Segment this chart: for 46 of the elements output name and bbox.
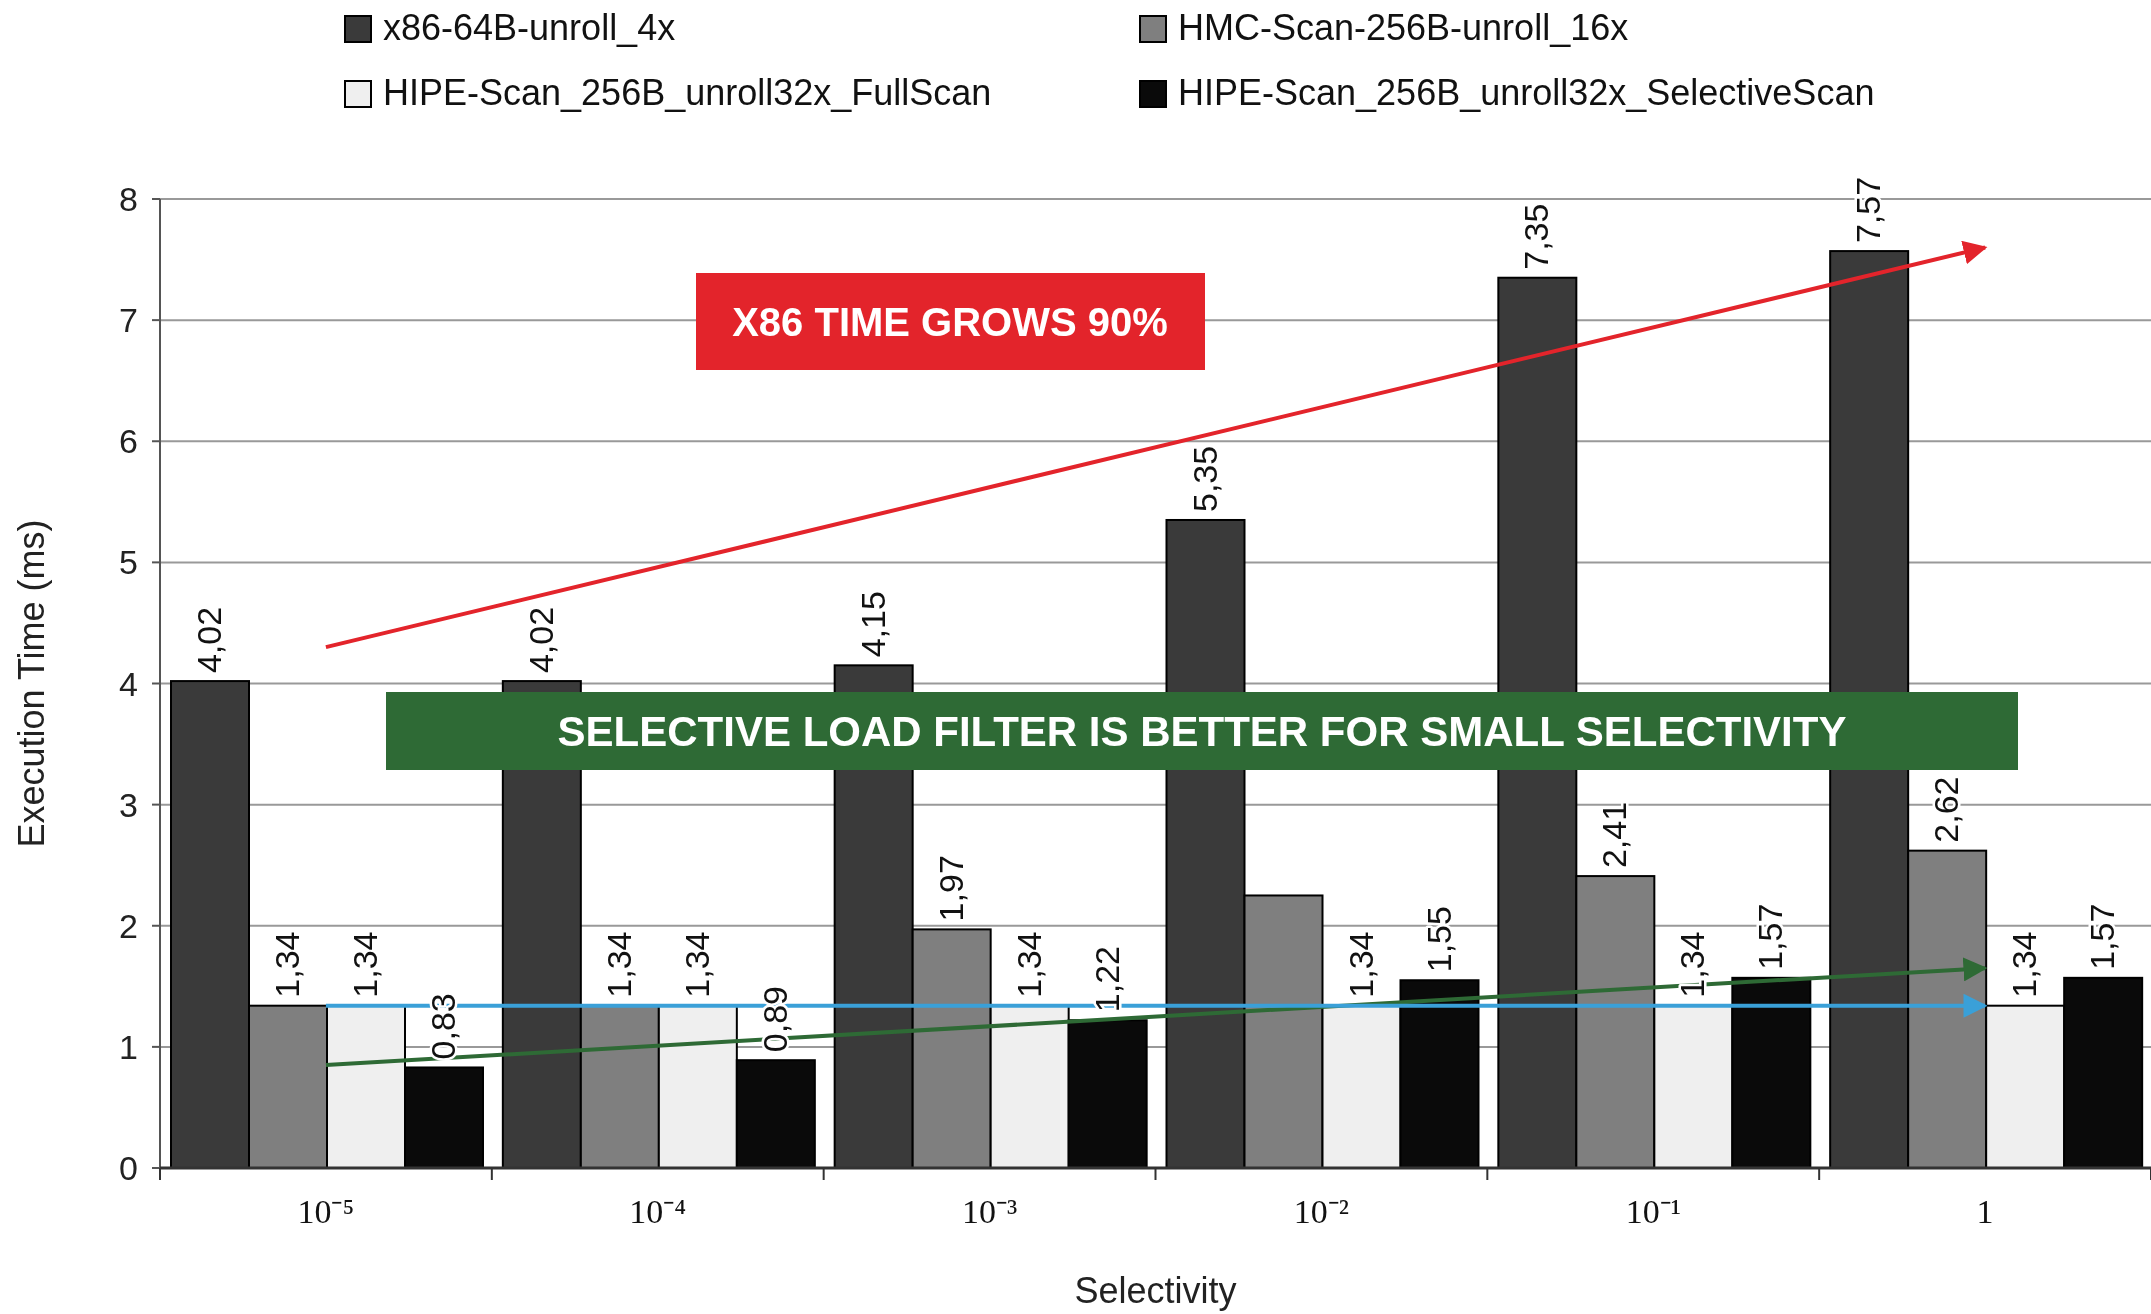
legend-label: HIPE-Scan_256B_unroll32x_SelectiveScan	[1178, 72, 1875, 113]
y-tick-label: 1	[119, 1027, 138, 1066]
y-tick-label: 8	[119, 180, 138, 218]
y-tick-label: 7	[119, 301, 138, 340]
x-tick-label: 10⁻⁴	[629, 1193, 687, 1230]
data-label: 1,34	[1341, 931, 1380, 998]
data-label: 0,89	[755, 986, 794, 1053]
x-axis-title: Selectivity	[1074, 1270, 1237, 1311]
x-tick-label: 10⁻²	[1293, 1193, 1350, 1230]
data-label: 1,22	[1087, 946, 1126, 1013]
data-label: 1,34	[2005, 931, 2044, 998]
data-label: 1,34	[599, 931, 638, 998]
data-label: 5,35	[1185, 445, 1224, 512]
annotation: SELECTIVE LOAD FILTER IS BETTER FOR SMALL SELECTIVITY	[557, 708, 1847, 755]
data-label: 4,02	[190, 606, 228, 674]
data-label: 1,57	[2083, 903, 2122, 970]
data-label: 2,41	[1595, 801, 1634, 869]
legend-label: x86-64B-unroll_4x	[383, 7, 676, 48]
legend-label: HMC-Scan-256B-unroll_16x	[1178, 7, 1629, 48]
y-tick-label: 6	[119, 422, 138, 461]
legend-label: HIPE-Scan_256B_unroll32x_FullScan	[383, 72, 992, 113]
data-label: 1,34	[677, 931, 716, 998]
data-label: 2,62	[1927, 776, 1966, 843]
data-label: 0,83	[424, 993, 462, 1060]
data-label: 4,02	[521, 606, 560, 674]
data-label: 7,35	[1517, 203, 1556, 270]
y-tick-label: 0	[119, 1149, 138, 1187]
data-label: 4,15	[853, 591, 892, 658]
annotation: X86 TIME GROWS 90%	[732, 300, 1168, 344]
x-tick-label: 10⁻⁵	[297, 1193, 355, 1230]
y-tick-label: 2	[119, 906, 138, 945]
x-tick-label: 1	[1976, 1193, 1994, 1230]
data-label: 1,34	[1009, 931, 1048, 998]
x-tick-label: 10⁻³	[961, 1193, 1018, 1230]
data-label: 7,57	[1849, 176, 1888, 244]
data-label: 1,34	[1673, 931, 1712, 998]
x-tick-label: 10⁻¹	[1625, 1193, 1681, 1230]
data-label: 1,55	[1419, 906, 1458, 973]
data-label: 1,34	[346, 931, 384, 998]
data-label: 1,97	[931, 855, 970, 922]
data-label: 1,34	[268, 931, 306, 998]
y-tick-label: 3	[119, 785, 138, 824]
y-axis-title: Execution Time (ms)	[11, 519, 52, 848]
data-label: 1,57	[1751, 903, 1790, 970]
y-tick-label: 5	[119, 543, 138, 582]
y-tick-label: 4	[119, 664, 138, 703]
